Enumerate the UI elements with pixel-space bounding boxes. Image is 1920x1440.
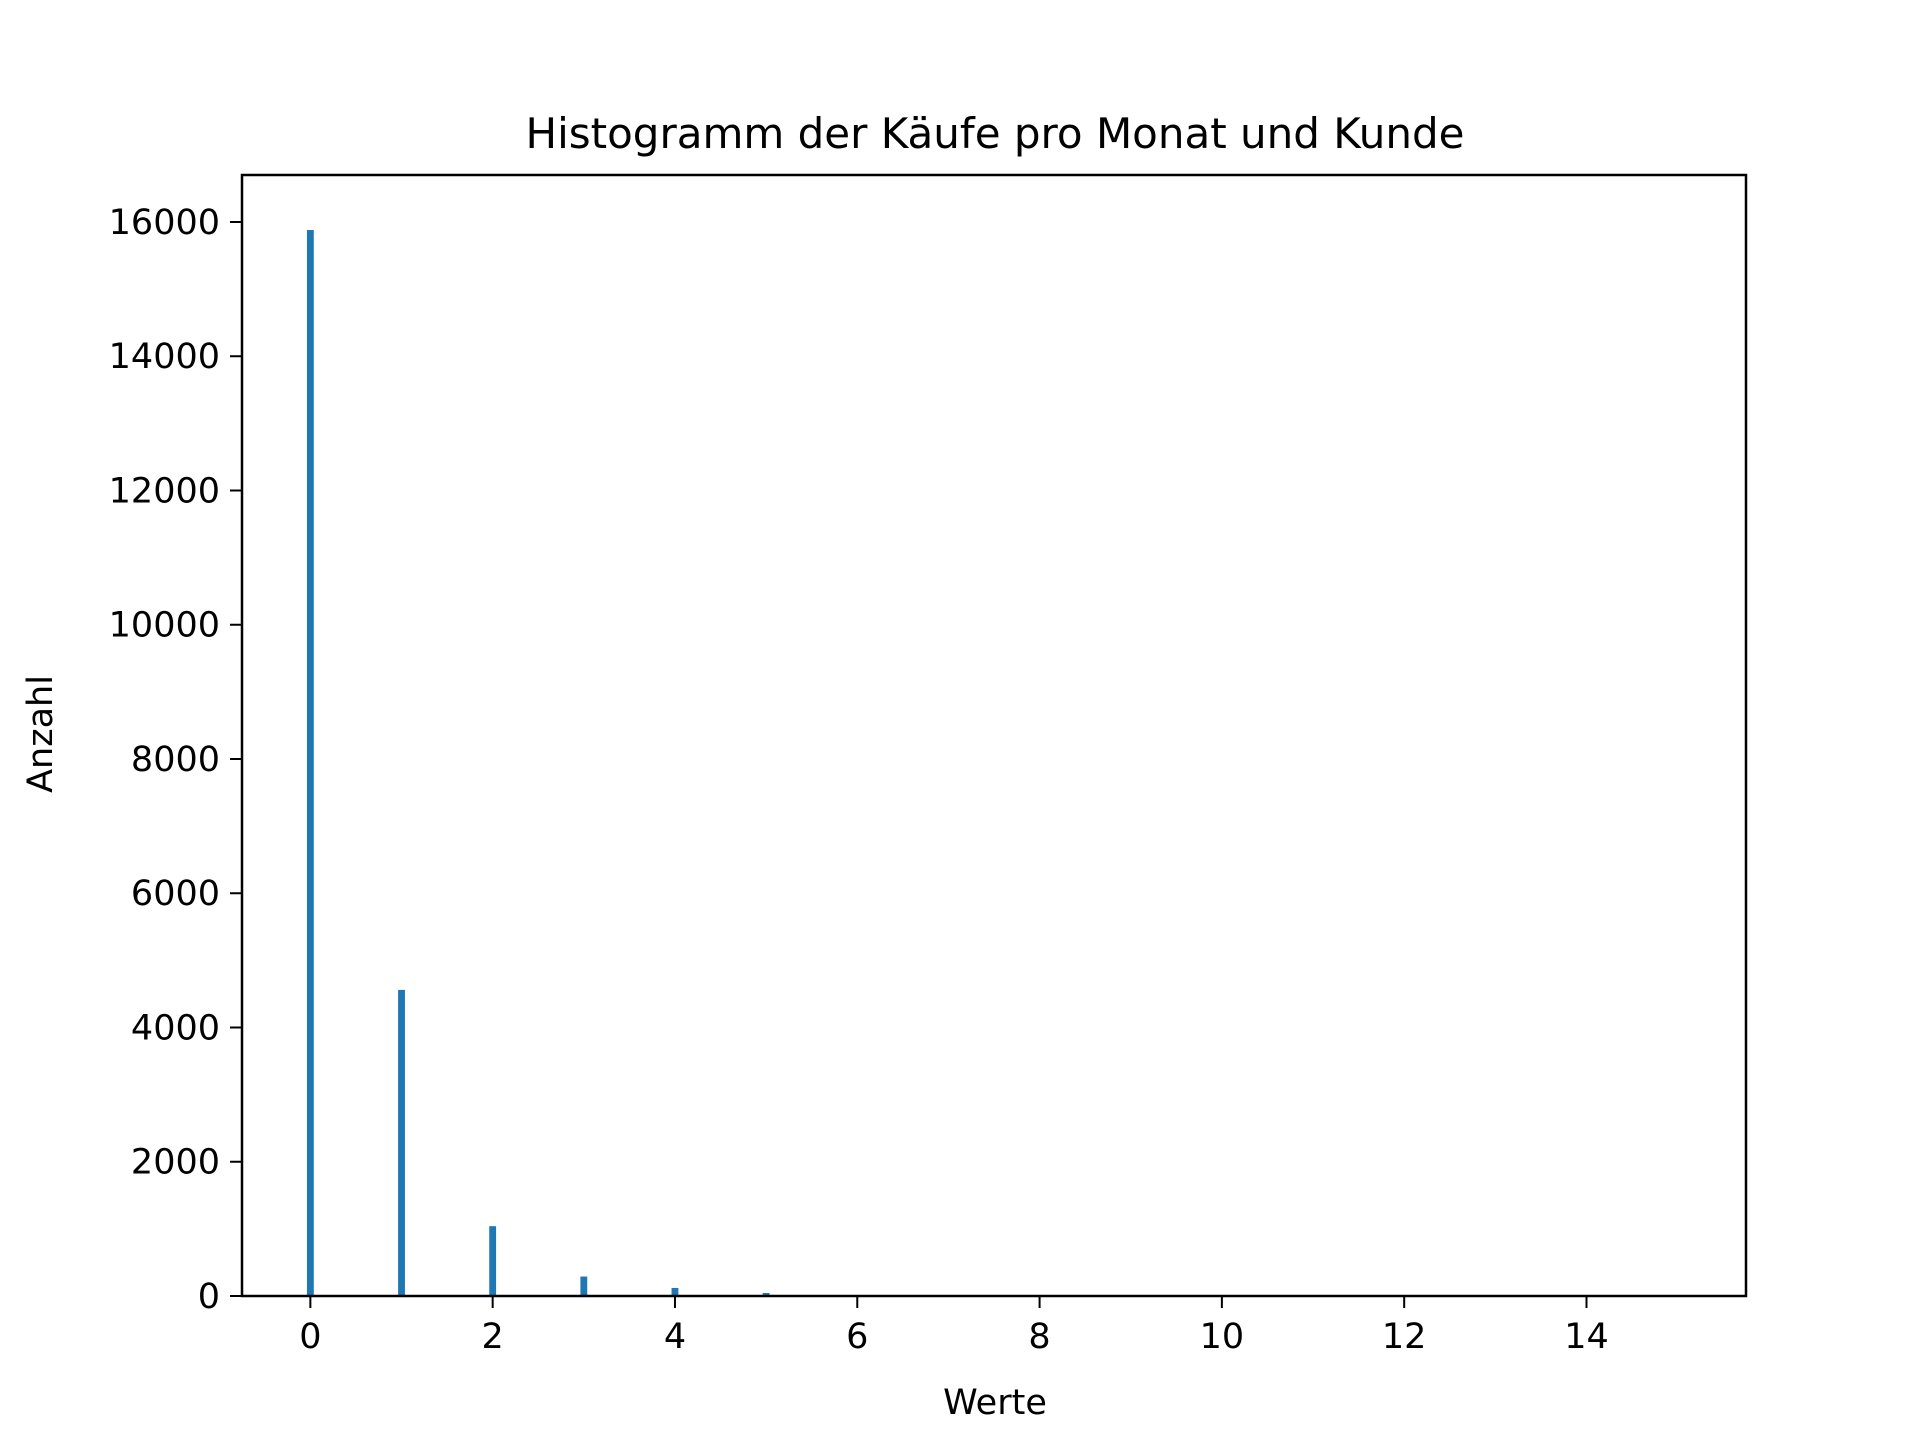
y-tick-label: 14000 xyxy=(109,337,220,377)
y-axis: 0 2000 4000 6000 8000 10000 12000 14000 16000 xyxy=(109,203,242,1317)
histogram-bar xyxy=(398,989,405,1296)
histogram-bar xyxy=(489,1226,497,1296)
y-tick-label: 16000 xyxy=(109,203,220,243)
x-tick-label: 12 xyxy=(1382,1317,1427,1357)
y-tick-label: 6000 xyxy=(131,874,220,914)
histogram-bar xyxy=(762,1292,770,1296)
y-axis-title: Anzahl xyxy=(21,675,61,793)
y-tick-label: 10000 xyxy=(109,606,220,646)
x-tick-label: 14 xyxy=(1564,1317,1609,1357)
plot-frame xyxy=(240,173,1748,1298)
y-tick-label: 12000 xyxy=(109,471,220,511)
y-tick-label: 2000 xyxy=(131,1143,220,1183)
x-tick-label: 4 xyxy=(664,1317,686,1357)
histogram-bar xyxy=(671,1287,679,1296)
x-tick-label: 6 xyxy=(846,1317,868,1357)
x-axis-title: Werte xyxy=(943,1383,1047,1423)
chart-title: Histogramm der Käufe pro Monat und Kunde xyxy=(526,109,1465,158)
histogram-bar xyxy=(580,1276,588,1296)
x-tick-label: 10 xyxy=(1200,1317,1245,1357)
x-tick-label: 2 xyxy=(482,1317,504,1357)
x-tick-label: 0 xyxy=(299,1317,321,1357)
x-axis: 0 2 4 6 8 10 12 14 xyxy=(299,1296,1609,1357)
x-tick-label: 8 xyxy=(1028,1317,1050,1357)
histogram-bar xyxy=(306,230,314,1297)
y-tick-label: 4000 xyxy=(131,1008,220,1048)
y-tick-label: 0 xyxy=(198,1277,220,1317)
y-tick-label: 8000 xyxy=(131,740,220,780)
